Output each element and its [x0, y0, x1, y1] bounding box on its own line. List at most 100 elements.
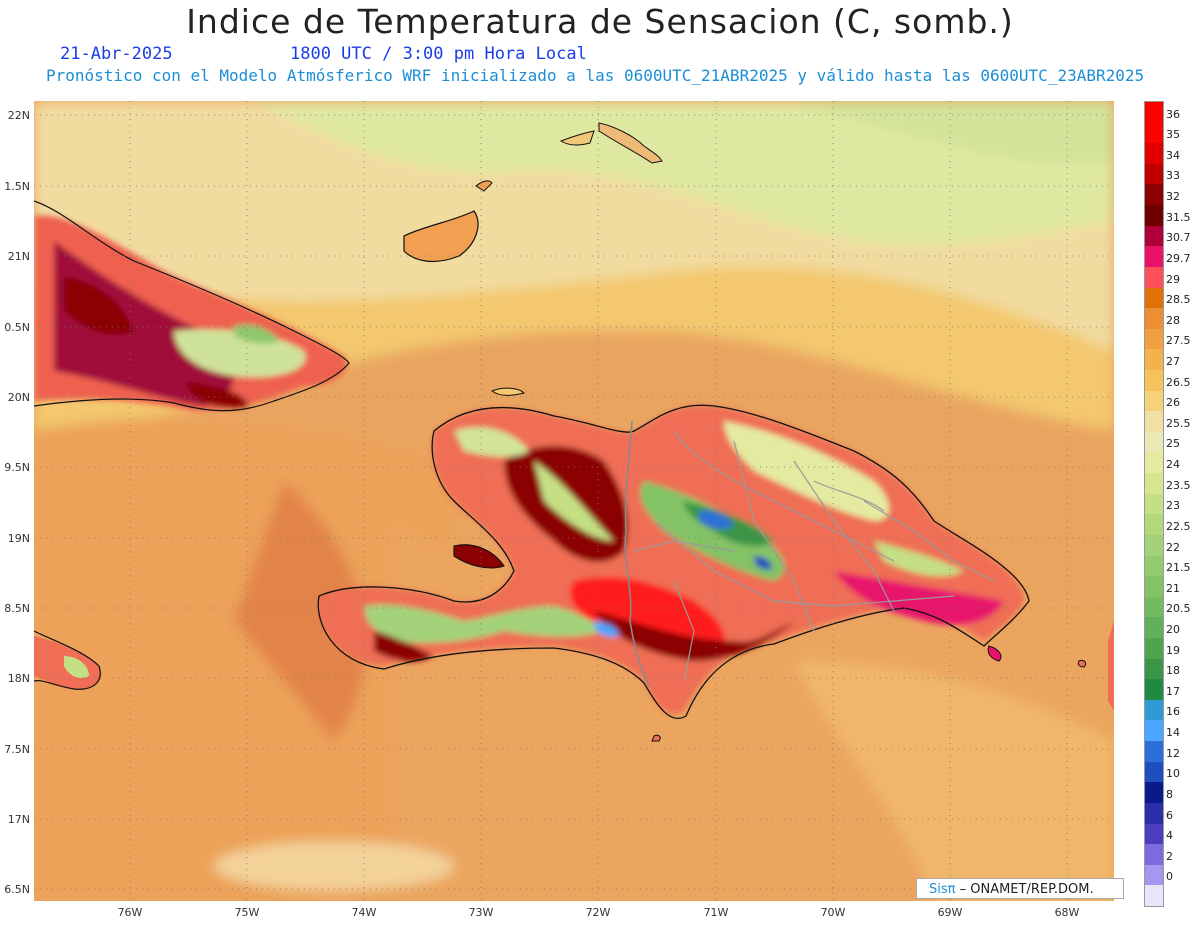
legend-label: 20 — [1166, 623, 1180, 636]
lat-label-18-5n: 8.5N — [4, 602, 30, 615]
legend-label: 27.5 — [1166, 334, 1191, 348]
legend-cell — [1145, 885, 1163, 907]
legend-cell — [1145, 782, 1163, 804]
forecast-date: 21-Abr-2025 — [60, 44, 173, 64]
legend-cell — [1145, 431, 1163, 453]
legend-label: 29.7 — [1166, 251, 1191, 265]
lon-label-72w: 72W — [585, 906, 611, 919]
legend-label: 20.5 — [1166, 602, 1191, 616]
legend-label: 35 — [1166, 128, 1180, 142]
lat-label-21n: 21N — [7, 250, 30, 263]
lat-label-16-5n: 6.5N — [4, 883, 30, 896]
lat-label-19n: 19N — [7, 532, 30, 545]
legend-cell — [1145, 473, 1163, 495]
legend-cell — [1145, 823, 1163, 845]
legend-label: 16 — [1166, 705, 1180, 719]
legend-label: 22 — [1166, 540, 1180, 554]
legend-label: 28.5 — [1166, 293, 1191, 307]
lon-label-73w: 73W — [468, 906, 494, 919]
legend-cell — [1145, 617, 1163, 639]
legend-cell — [1145, 802, 1163, 825]
credit-box: Sisπ – ONAMET/REP.DOM. — [916, 878, 1124, 899]
lon-label-76w: 76W — [117, 906, 143, 919]
legend-cell — [1145, 844, 1163, 866]
legend-cell — [1145, 452, 1163, 474]
legend-cell — [1145, 658, 1163, 680]
legend-cell — [1145, 102, 1163, 124]
legend-cell — [1145, 411, 1163, 433]
lat-label-20n: 20N — [7, 391, 30, 404]
legend-label: 23.5 — [1166, 478, 1191, 492]
legend-label: 27 — [1166, 355, 1180, 368]
map-title: Indice de Temperatura de Sensacion (C, s… — [186, 2, 1014, 41]
legend-cell — [1145, 328, 1163, 350]
legend-cell — [1145, 266, 1163, 289]
legend-cell — [1145, 370, 1163, 392]
legend-cell — [1145, 679, 1163, 701]
legend-label: 12 — [1166, 746, 1180, 760]
legend-label: 26.5 — [1166, 375, 1191, 389]
legend-label: 32 — [1166, 190, 1180, 204]
lon-label-69w: 69W — [937, 906, 963, 919]
legend-label: 25.5 — [1166, 416, 1191, 430]
legend-label: 24 — [1166, 458, 1180, 472]
legend-label: 31.5 — [1166, 210, 1191, 224]
legend-label: 2 — [1166, 849, 1173, 863]
legend-label: 4 — [1166, 829, 1173, 843]
credit-text: – ONAMET/REP.DOM. — [955, 882, 1094, 897]
legend-cell — [1145, 163, 1163, 185]
legend-label: 18 — [1166, 664, 1180, 678]
legend-cell — [1145, 184, 1163, 206]
legend-cell — [1145, 761, 1163, 783]
lat-label-21-5n: 1.5N — [4, 180, 30, 193]
legend-label: 25 — [1166, 437, 1180, 451]
legend-cell — [1145, 390, 1163, 412]
lat-label-20-5n: 0.5N — [4, 321, 30, 334]
model-info: Pronóstico con el Modelo Atmósferico WRF… — [46, 66, 1145, 85]
lat-label-22n: 22N — [7, 109, 30, 122]
legend-cell — [1145, 493, 1163, 515]
legend-label: 0 — [1166, 870, 1173, 884]
legend-label: 34 — [1166, 148, 1180, 162]
lat-label-18n: 18N — [7, 672, 30, 685]
legend-cell — [1145, 576, 1163, 598]
legend-cell — [1145, 308, 1163, 330]
legend-cell — [1145, 205, 1163, 227]
legend-cell — [1145, 287, 1163, 309]
legend-label: 6 — [1166, 808, 1173, 822]
lat-label-17n: 17N — [7, 813, 30, 826]
lon-label-71w: 71W — [703, 906, 729, 919]
lat-label-17-5n: 7.5N — [4, 743, 30, 756]
lon-label-68w: 68W — [1054, 906, 1080, 919]
credit-brand: Sisπ — [929, 882, 956, 897]
legend-label: 26 — [1166, 396, 1180, 410]
legend-label: 23 — [1166, 499, 1180, 513]
legend-label: 21.5 — [1166, 561, 1191, 575]
forecast-time: 1800 UTC / 3:00 pm Hora Local — [290, 44, 587, 64]
legend-label: 14 — [1166, 726, 1180, 740]
legend-label: 10 — [1166, 767, 1180, 781]
legend-label: 29 — [1166, 272, 1180, 286]
legend-cell — [1145, 741, 1163, 763]
legend-label: 17 — [1166, 684, 1180, 698]
legend-label: 30.7 — [1166, 231, 1191, 245]
legend-label: 22.5 — [1166, 519, 1191, 533]
legend-cell — [1145, 534, 1163, 557]
legend-cell — [1145, 699, 1163, 721]
lon-label-70w: 70W — [820, 906, 846, 919]
legend-label: 28 — [1166, 313, 1180, 327]
legend-cell — [1145, 596, 1163, 618]
color-scale-legend — [1144, 101, 1164, 907]
legend-label: 19 — [1166, 643, 1180, 657]
legend-cell — [1145, 246, 1163, 268]
legend-label: 33 — [1166, 169, 1180, 183]
legend-cell — [1145, 225, 1163, 247]
lon-label-75w: 75W — [234, 906, 260, 919]
legend-cell — [1145, 349, 1163, 371]
heat-index-map — [34, 101, 1114, 901]
legend-cell — [1145, 555, 1163, 577]
legend-label: 36 — [1166, 107, 1180, 121]
legend-cell — [1145, 864, 1163, 886]
legend-label: 21 — [1166, 581, 1180, 595]
legend-cell — [1145, 638, 1163, 660]
